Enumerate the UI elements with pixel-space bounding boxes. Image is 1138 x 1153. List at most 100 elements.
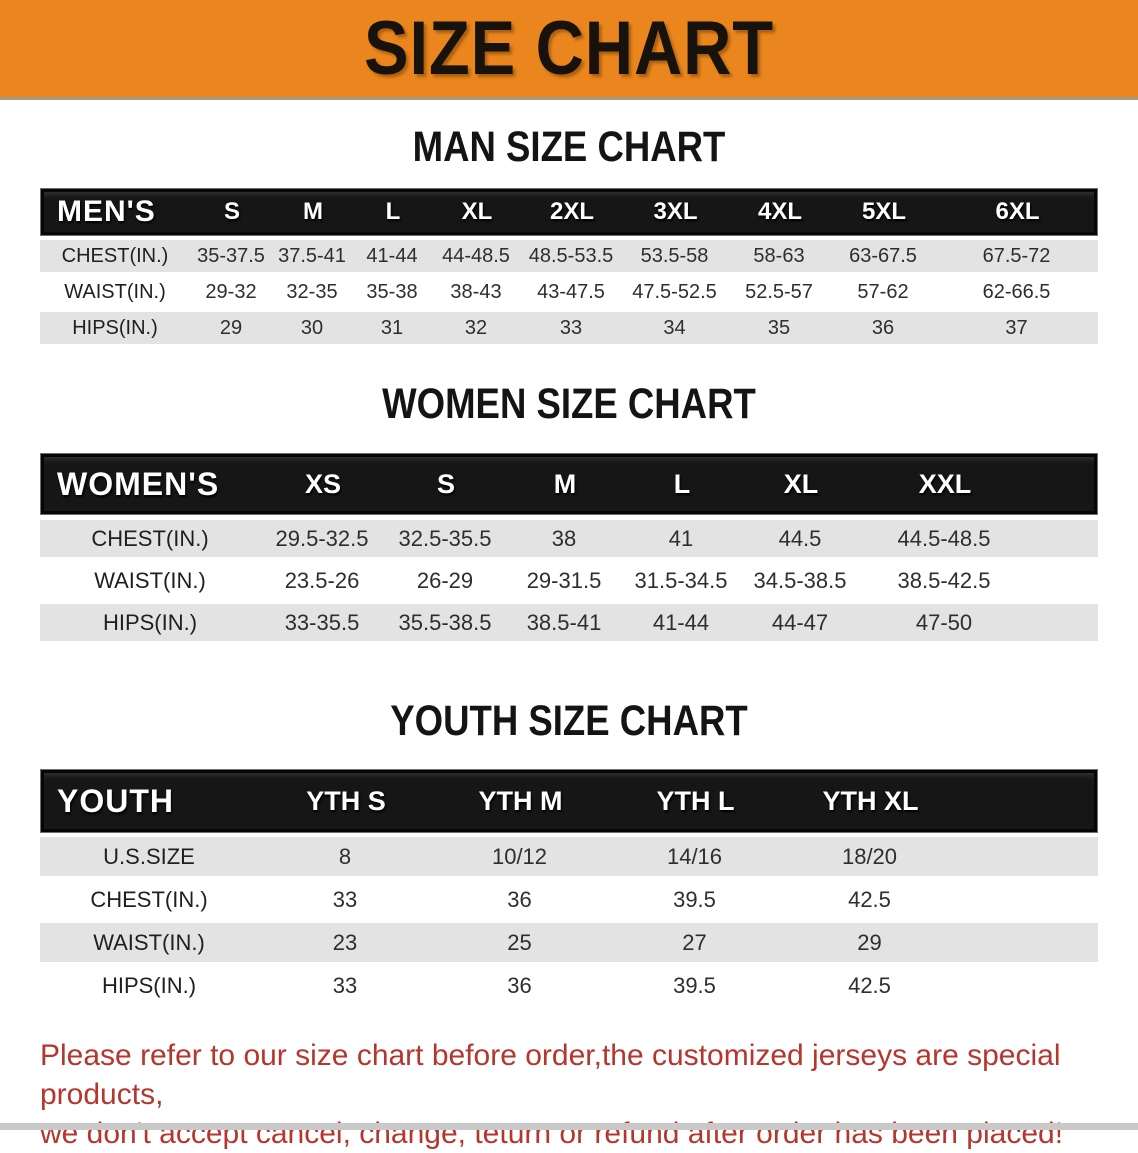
- youth-size-chart-section: YOUTH SIZE CHART YOUTH YTH S YTH M YTH L YTH…: [0, 698, 1138, 1005]
- size-column-header: 3XL: [653, 198, 698, 225]
- row-label: HIPS(IN.): [101, 972, 197, 998]
- cell-value: 38.5-42.5: [897, 567, 991, 593]
- row-label: CHEST(IN.): [91, 525, 209, 551]
- size-column-header: XL: [783, 468, 819, 499]
- disclaimer-line-2: we don't accept cancel, change, teturn o…: [40, 1117, 1064, 1150]
- size-column-header: 5XL: [861, 198, 906, 225]
- size-column-header: XS: [304, 468, 342, 499]
- table-row: WAIST(IN.) 23 25 27 29: [40, 923, 1098, 962]
- cell-value: 14/16: [666, 843, 723, 869]
- table-header-label: YOUTH: [57, 782, 174, 819]
- cell-value: 57-62: [857, 280, 909, 303]
- table-row: CHEST(IN.) 33 36 39.5 42.5: [40, 880, 1098, 919]
- table-row: CHEST(IN.) 29.5-32.5 32.5-35.5 38 41 44.5 44.5…: [40, 520, 1098, 557]
- cell-value: 52.5-57: [745, 280, 813, 303]
- cell-value: 38-43: [450, 280, 502, 303]
- youth-table-body: U.S.SIZE 8 10/12 14/16 18/20 CHEST(IN.) 33 36 39…: [40, 837, 1098, 1005]
- cell-value: 33: [332, 972, 358, 998]
- cell-value: 42.5: [848, 886, 891, 912]
- bottom-edge-strip: [0, 1123, 1138, 1130]
- cell-value: 38: [551, 525, 577, 551]
- cell-value: 27: [682, 929, 707, 955]
- row-label: HIPS(IN.): [72, 316, 158, 339]
- table-row: WAIST(IN.) 23.5-26 26-29 29-31.5 31.5-34.5 34…: [40, 562, 1098, 599]
- cell-value: 33-35.5: [284, 609, 360, 635]
- women-table-header-row: WOMEN'S XS S M L XL XXL: [40, 453, 1098, 515]
- cell-value: 38.5-41: [526, 609, 602, 635]
- size-chart-banner: SIZE CHART: [0, 0, 1138, 100]
- cell-value: 58-63: [753, 244, 805, 267]
- table-row: HIPS(IN.) 33 36 39.5 42.5: [40, 966, 1098, 1005]
- row-label: HIPS(IN.): [102, 609, 198, 635]
- cell-value: 37: [1005, 316, 1028, 339]
- cell-value: 32-35: [286, 280, 338, 303]
- size-column-header: 2XL: [549, 198, 594, 225]
- disclaimer-line-1: Please refer to our size chart before or…: [40, 1039, 1061, 1111]
- cell-value: 36: [507, 886, 532, 912]
- cell-value: 35-38: [366, 280, 418, 303]
- cell-value: 37.5-41: [278, 244, 346, 267]
- cell-value: 47-50: [915, 609, 973, 635]
- size-column-header: YTH L: [656, 785, 735, 816]
- size-column-header: S: [223, 198, 240, 225]
- cell-value: 44-48.5: [442, 244, 510, 267]
- size-column-header: YTH M: [478, 785, 563, 816]
- cell-value: 44.5: [778, 525, 822, 551]
- cell-value: 53.5-58: [640, 244, 709, 267]
- cell-value: 29-31.5: [526, 567, 602, 593]
- cell-value: 41-44: [652, 609, 710, 635]
- cell-value: 47.5-52.5: [632, 280, 717, 303]
- size-column-header: M: [553, 468, 577, 499]
- table-row: WAIST(IN.) 29-32 32-35 35-38 38-43 43-47.5 47.…: [40, 276, 1098, 308]
- row-label: WAIST(IN.): [94, 567, 206, 593]
- table-row: HIPS(IN.) 29 30 31 32 33 34 35 36 37: [40, 312, 1098, 344]
- cell-value: 23: [332, 929, 358, 955]
- size-column-header: L: [673, 468, 691, 499]
- size-column-header: YTH S: [306, 785, 386, 816]
- cell-value: 29.5-32.5: [275, 525, 369, 551]
- cell-value: 29: [857, 929, 882, 955]
- youth-table-header-row: YOUTH YTH S YTH M YTH L YTH XL: [40, 769, 1098, 833]
- size-column-header: 4XL: [757, 198, 802, 225]
- cell-value: 63-67.5: [849, 244, 917, 267]
- row-label: U.S.SIZE: [103, 843, 195, 869]
- cell-value: 35-37.5: [197, 244, 265, 267]
- cell-value: 41: [668, 525, 694, 551]
- table-row: HIPS(IN.) 33-35.5 35.5-38.5 38.5-41 41-44 44-…: [40, 604, 1098, 641]
- cell-value: 34.5-38.5: [753, 567, 847, 593]
- women-table-body: CHEST(IN.) 29.5-32.5 32.5-35.5 38 41 44.5 44.5…: [40, 520, 1098, 641]
- cell-value: 18/20: [841, 843, 898, 869]
- cell-value: 29: [219, 316, 243, 339]
- youth-size-table: YOUTH YTH S YTH M YTH L YTH XL U.S.SIZE 8 10/1…: [40, 769, 1098, 1005]
- women-size-chart-section: WOMEN SIZE CHART WOMEN'S XS S M L XL XXL CHEST…: [0, 381, 1138, 641]
- row-label: WAIST(IN.): [93, 929, 205, 955]
- cell-value: 44.5-48.5: [897, 525, 991, 551]
- size-column-header: L: [385, 198, 401, 225]
- cell-value: 62-66.5: [982, 280, 1051, 303]
- men-size-chart-section: MAN SIZE CHART MEN'S S M L XL 2XL 3XL 4XL 5XL 6XL…: [0, 124, 1138, 344]
- cell-value: 48.5-53.5: [528, 244, 614, 267]
- cell-value: 26-29: [416, 567, 474, 593]
- women-section-heading: WOMEN SIZE CHART: [382, 380, 756, 428]
- cell-value: 36: [507, 972, 532, 998]
- cell-value: 10/12: [491, 843, 548, 869]
- cell-value: 35: [767, 316, 791, 339]
- row-label: CHEST(IN.): [90, 886, 208, 912]
- cell-value: 36: [871, 316, 895, 339]
- cell-value: 31: [380, 316, 404, 339]
- row-label: CHEST(IN.): [61, 244, 169, 267]
- cell-value: 41-44: [366, 244, 418, 267]
- size-column-header: S: [436, 468, 455, 499]
- cell-value: 34: [663, 316, 686, 339]
- cell-value: 43-47.5: [537, 280, 605, 303]
- cell-value: 39.5: [673, 886, 716, 912]
- table-header-label: WOMEN'S: [57, 465, 220, 502]
- men-size-table: MEN'S S M L XL 2XL 3XL 4XL 5XL 6XL CHEST(IN.) 35-3…: [40, 188, 1098, 344]
- cell-value: 33: [559, 316, 583, 339]
- size-column-header: XL: [461, 198, 493, 225]
- youth-section-heading: YOUTH SIZE CHART: [390, 697, 748, 745]
- cell-value: 35.5-38.5: [398, 609, 492, 635]
- cell-value: 32: [464, 316, 488, 339]
- men-table-header-row: MEN'S S M L XL 2XL 3XL 4XL 5XL 6XL: [40, 188, 1098, 236]
- women-size-table: WOMEN'S XS S M L XL XXL CHEST(IN.) 29.5-32.5 32.…: [40, 453, 1098, 641]
